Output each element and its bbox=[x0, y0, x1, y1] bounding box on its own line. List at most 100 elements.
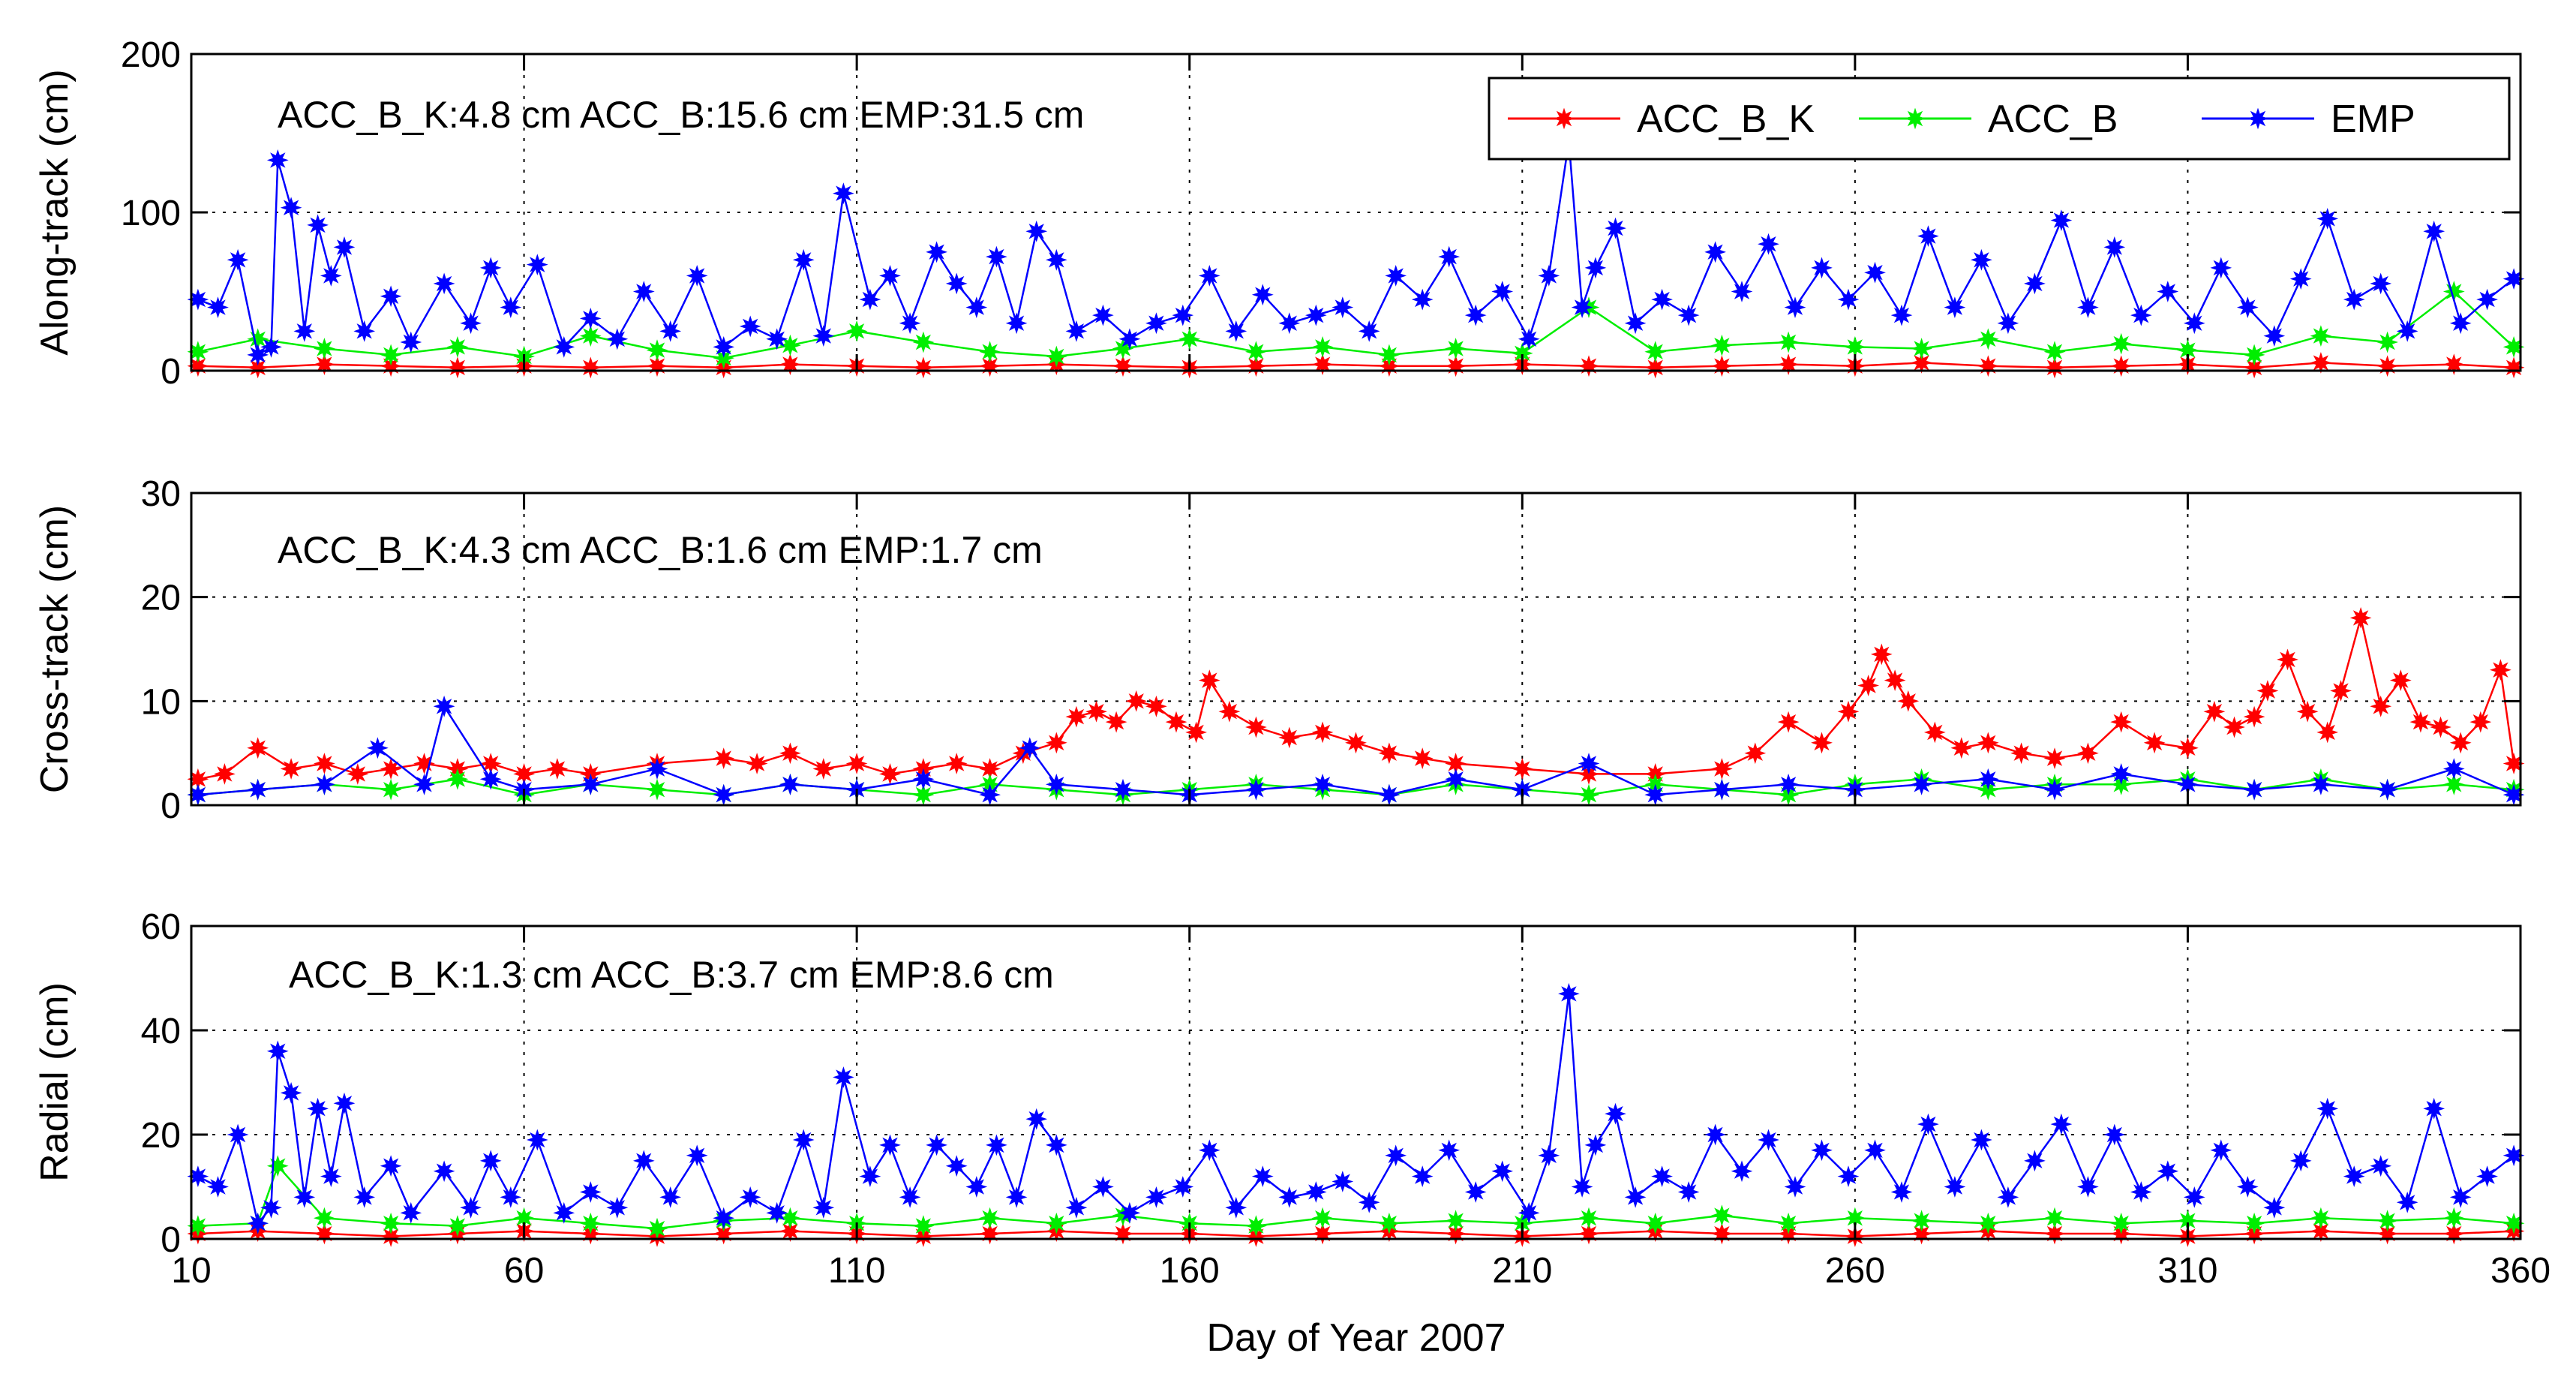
radial-emp-point bbox=[500, 1186, 522, 1208]
cross-track-emp-point bbox=[713, 783, 735, 806]
along-track-acc-b-k-point bbox=[2376, 355, 2399, 377]
along-track-emp-point bbox=[1225, 320, 1247, 342]
along-track-emp-point bbox=[2370, 272, 2392, 295]
cross-track-emp-point bbox=[1977, 768, 1999, 790]
along-track-acc-b-k-point bbox=[912, 356, 935, 379]
radial-y-tick-label: 20 bbox=[141, 1116, 181, 1156]
radial-acc-b-point bbox=[2502, 1212, 2525, 1234]
cross-track-acc-b-k-point bbox=[546, 758, 569, 780]
cross-track-emp-point bbox=[2502, 783, 2525, 806]
along-track-emp-point bbox=[2130, 304, 2152, 326]
along-track-emp-point bbox=[1624, 312, 1647, 335]
radial-emp-point bbox=[1864, 1139, 1886, 1162]
radial-emp-point bbox=[2130, 1181, 2152, 1203]
cross-track-emp-point bbox=[1045, 773, 1067, 795]
along-track-acc-b-point bbox=[845, 320, 868, 342]
cross-track-acc-b-k-point bbox=[1837, 700, 1860, 723]
cross-track-acc-b-k-point bbox=[1278, 726, 1301, 749]
radial-emp-point bbox=[1385, 1144, 1407, 1167]
radial-emp-point bbox=[2316, 1097, 2339, 1120]
cross-track-acc-b-k-point bbox=[1198, 669, 1220, 692]
radial-emp-line bbox=[197, 994, 2514, 1225]
cross-track-emp-point bbox=[2376, 778, 2399, 801]
cross-track-acc-b-k-point bbox=[1411, 747, 1434, 770]
cross-track-emp-point bbox=[366, 737, 389, 759]
cross-track-emp-point bbox=[979, 783, 1001, 806]
along-track-emp-point bbox=[1385, 264, 1407, 287]
radial-emp-point bbox=[400, 1201, 422, 1224]
along-track-acc-b-point bbox=[1445, 338, 1467, 359]
cross-track-acc-b-k-point bbox=[1710, 758, 1733, 780]
along-track-emp-point bbox=[812, 325, 835, 347]
along-track-acc-b-point bbox=[446, 336, 469, 358]
along-track-emp-point bbox=[1784, 296, 1806, 319]
radial-acc-b-point bbox=[646, 1217, 668, 1240]
along-track-emp-point bbox=[526, 254, 548, 275]
radial-plot-frame bbox=[190, 925, 2522, 1240]
cross-track-acc-b-k-point bbox=[2043, 747, 2066, 770]
along-track-y-tick-label: 100 bbox=[121, 194, 181, 233]
radial-acc-b-point bbox=[313, 1207, 335, 1229]
along-track-emp-point bbox=[1065, 320, 1088, 342]
radial-emp-point bbox=[985, 1134, 1007, 1156]
radial-emp-point bbox=[1784, 1176, 1806, 1198]
along-track-emp-point bbox=[1305, 304, 1327, 326]
radial-acc-b-point bbox=[1710, 1204, 1733, 1227]
radial-emp-point bbox=[1558, 982, 1580, 1005]
along-track-acc-b-k-point bbox=[1977, 355, 1999, 377]
radial-emp-point bbox=[945, 1155, 968, 1177]
along-track-acc-b-k-point bbox=[1112, 355, 1134, 377]
along-track-acc-b-point bbox=[2110, 332, 2133, 355]
along-track-emp-point bbox=[333, 236, 356, 258]
along-track-acc-b-point bbox=[313, 338, 335, 359]
along-track-acc-b-k-point bbox=[2310, 351, 2332, 374]
along-track-emp-point bbox=[1278, 312, 1301, 335]
along-track-acc-b-k-point bbox=[247, 356, 269, 379]
radial-emp-point bbox=[879, 1134, 901, 1156]
radial-emp-point bbox=[812, 1196, 835, 1219]
cross-track-emp-point bbox=[313, 773, 335, 795]
along-track-emp-point bbox=[247, 344, 269, 366]
along-track-acc-b-k-point bbox=[446, 356, 469, 379]
along-track-emp-point bbox=[433, 272, 455, 295]
along-track-emp-point bbox=[766, 328, 788, 350]
radial-emp-point bbox=[247, 1212, 269, 1234]
radial-emp-point bbox=[1758, 1129, 1779, 1151]
along-track-acc-b-k-point bbox=[779, 353, 801, 376]
along-track-emp-point bbox=[293, 320, 316, 342]
cross-track-emp-point bbox=[779, 773, 801, 795]
radial-y-tick-label: 0 bbox=[161, 1220, 181, 1260]
along-track-emp-point bbox=[1571, 296, 1593, 319]
along-track-emp-point bbox=[1704, 241, 1726, 263]
legend: ACC_B_K ACC_B EMP bbox=[1488, 77, 2511, 161]
along-track-emp-point bbox=[307, 214, 329, 236]
cross-track-emp-point bbox=[1578, 753, 1600, 774]
radial-emp-point bbox=[227, 1123, 249, 1146]
along-track-emp-point bbox=[1025, 220, 1048, 242]
cross-track-acc-b-k-point bbox=[2409, 711, 2432, 733]
along-track-acc-b-point bbox=[2376, 331, 2399, 353]
radial-emp-point bbox=[479, 1150, 502, 1172]
radial-acc-b-point bbox=[2310, 1207, 2332, 1229]
radial-emp-point bbox=[266, 1040, 289, 1063]
cross-track-acc-b-k-point bbox=[1977, 732, 1999, 754]
along-track-acc-b-point bbox=[1777, 331, 1800, 353]
cross-track-acc-b-k-point bbox=[2010, 742, 2032, 765]
radial-emp-point bbox=[1278, 1186, 1301, 1208]
along-track-emp-point bbox=[859, 288, 881, 311]
radial-acc-b-point bbox=[1977, 1212, 1999, 1234]
cross-track-acc-b-point bbox=[1578, 783, 1600, 806]
radial-acc-b-point bbox=[779, 1207, 801, 1229]
radial-emp-point bbox=[1145, 1186, 1167, 1208]
cross-track-emp-point bbox=[2043, 778, 2066, 801]
along-track-acc-b-point bbox=[646, 339, 668, 362]
radial-emp-point bbox=[739, 1186, 761, 1208]
along-track-emp-point bbox=[1538, 264, 1560, 287]
along-track-emp-point bbox=[965, 296, 988, 319]
along-track-emp-point bbox=[739, 315, 761, 338]
along-track-acc-b-k-point bbox=[1445, 355, 1467, 377]
radial-emp-point bbox=[353, 1186, 376, 1208]
along-track-acc-b-point bbox=[1311, 336, 1334, 358]
cross-track-acc-b-k-point bbox=[713, 747, 735, 770]
along-track-emp-point bbox=[792, 248, 815, 271]
